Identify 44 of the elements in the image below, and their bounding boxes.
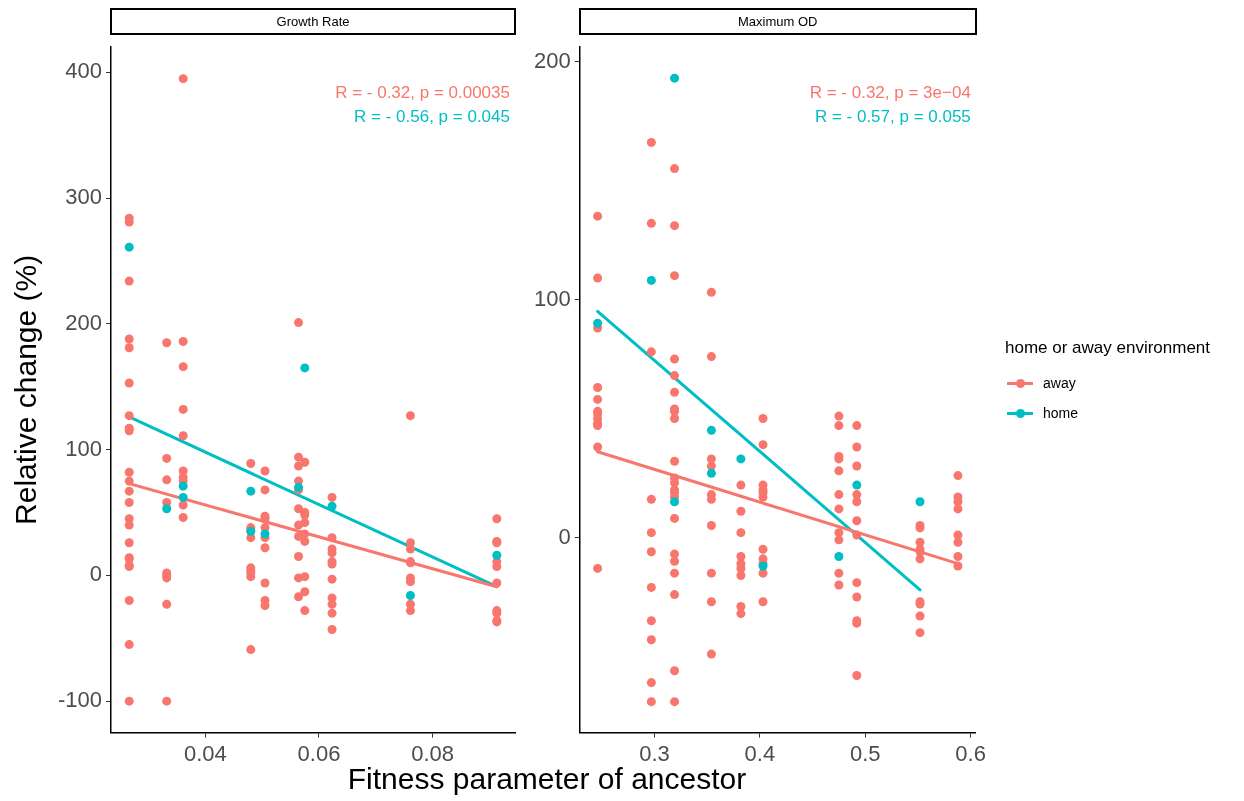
point: [124, 242, 134, 252]
x-tick-label: 0.04: [183, 740, 227, 766]
y-tick-label: 100: [533, 285, 571, 311]
x-tick-label: 0.5: [849, 740, 881, 766]
point: [915, 497, 925, 507]
point: [736, 454, 746, 464]
point: [706, 468, 716, 478]
point: [405, 591, 415, 601]
y-axis-title: Relative change (%): [9, 254, 43, 525]
annotation: R = - 0.57, p = 0.055: [814, 106, 971, 126]
point: [670, 497, 680, 507]
annotation: R = - 0.32, p = 0.00035: [335, 82, 510, 102]
x-tick-label: 0.4: [744, 740, 776, 766]
point: [162, 504, 172, 514]
chart-title: Growth Rate: [110, 8, 516, 35]
y-tick-label: -100: [57, 687, 103, 713]
annotation: R = - 0.32, p = 3e−04: [809, 82, 971, 102]
y-tick-label: 0: [558, 523, 571, 549]
legend-label: away: [1043, 375, 1076, 391]
y-tick-label: 300: [65, 184, 103, 210]
legend-title: home or away environment: [1005, 338, 1211, 358]
legend-label: home: [1043, 405, 1079, 421]
point: [593, 318, 603, 328]
y-tick-label: 400: [65, 58, 103, 84]
point: [178, 481, 188, 491]
y-tick-label: 200: [65, 309, 103, 335]
point: [260, 529, 270, 539]
point: [852, 480, 862, 490]
point: [327, 501, 337, 511]
point: [178, 492, 188, 502]
y-tick-label: 0: [89, 561, 103, 587]
chart-title: Maximum OD: [578, 8, 977, 35]
y-tick-label: 100: [65, 435, 103, 461]
x-tick-label: 0.6: [955, 740, 986, 766]
y-tick-label: 200: [533, 47, 571, 73]
point: [246, 486, 256, 496]
point: [834, 551, 844, 561]
x-tick-label: 0.06: [297, 740, 341, 766]
point: [492, 550, 502, 560]
annotation: R = - 0.56, p = 0.045: [354, 106, 510, 126]
point: [706, 425, 716, 435]
point: [300, 363, 310, 373]
point: [646, 275, 656, 285]
point: [670, 73, 680, 83]
